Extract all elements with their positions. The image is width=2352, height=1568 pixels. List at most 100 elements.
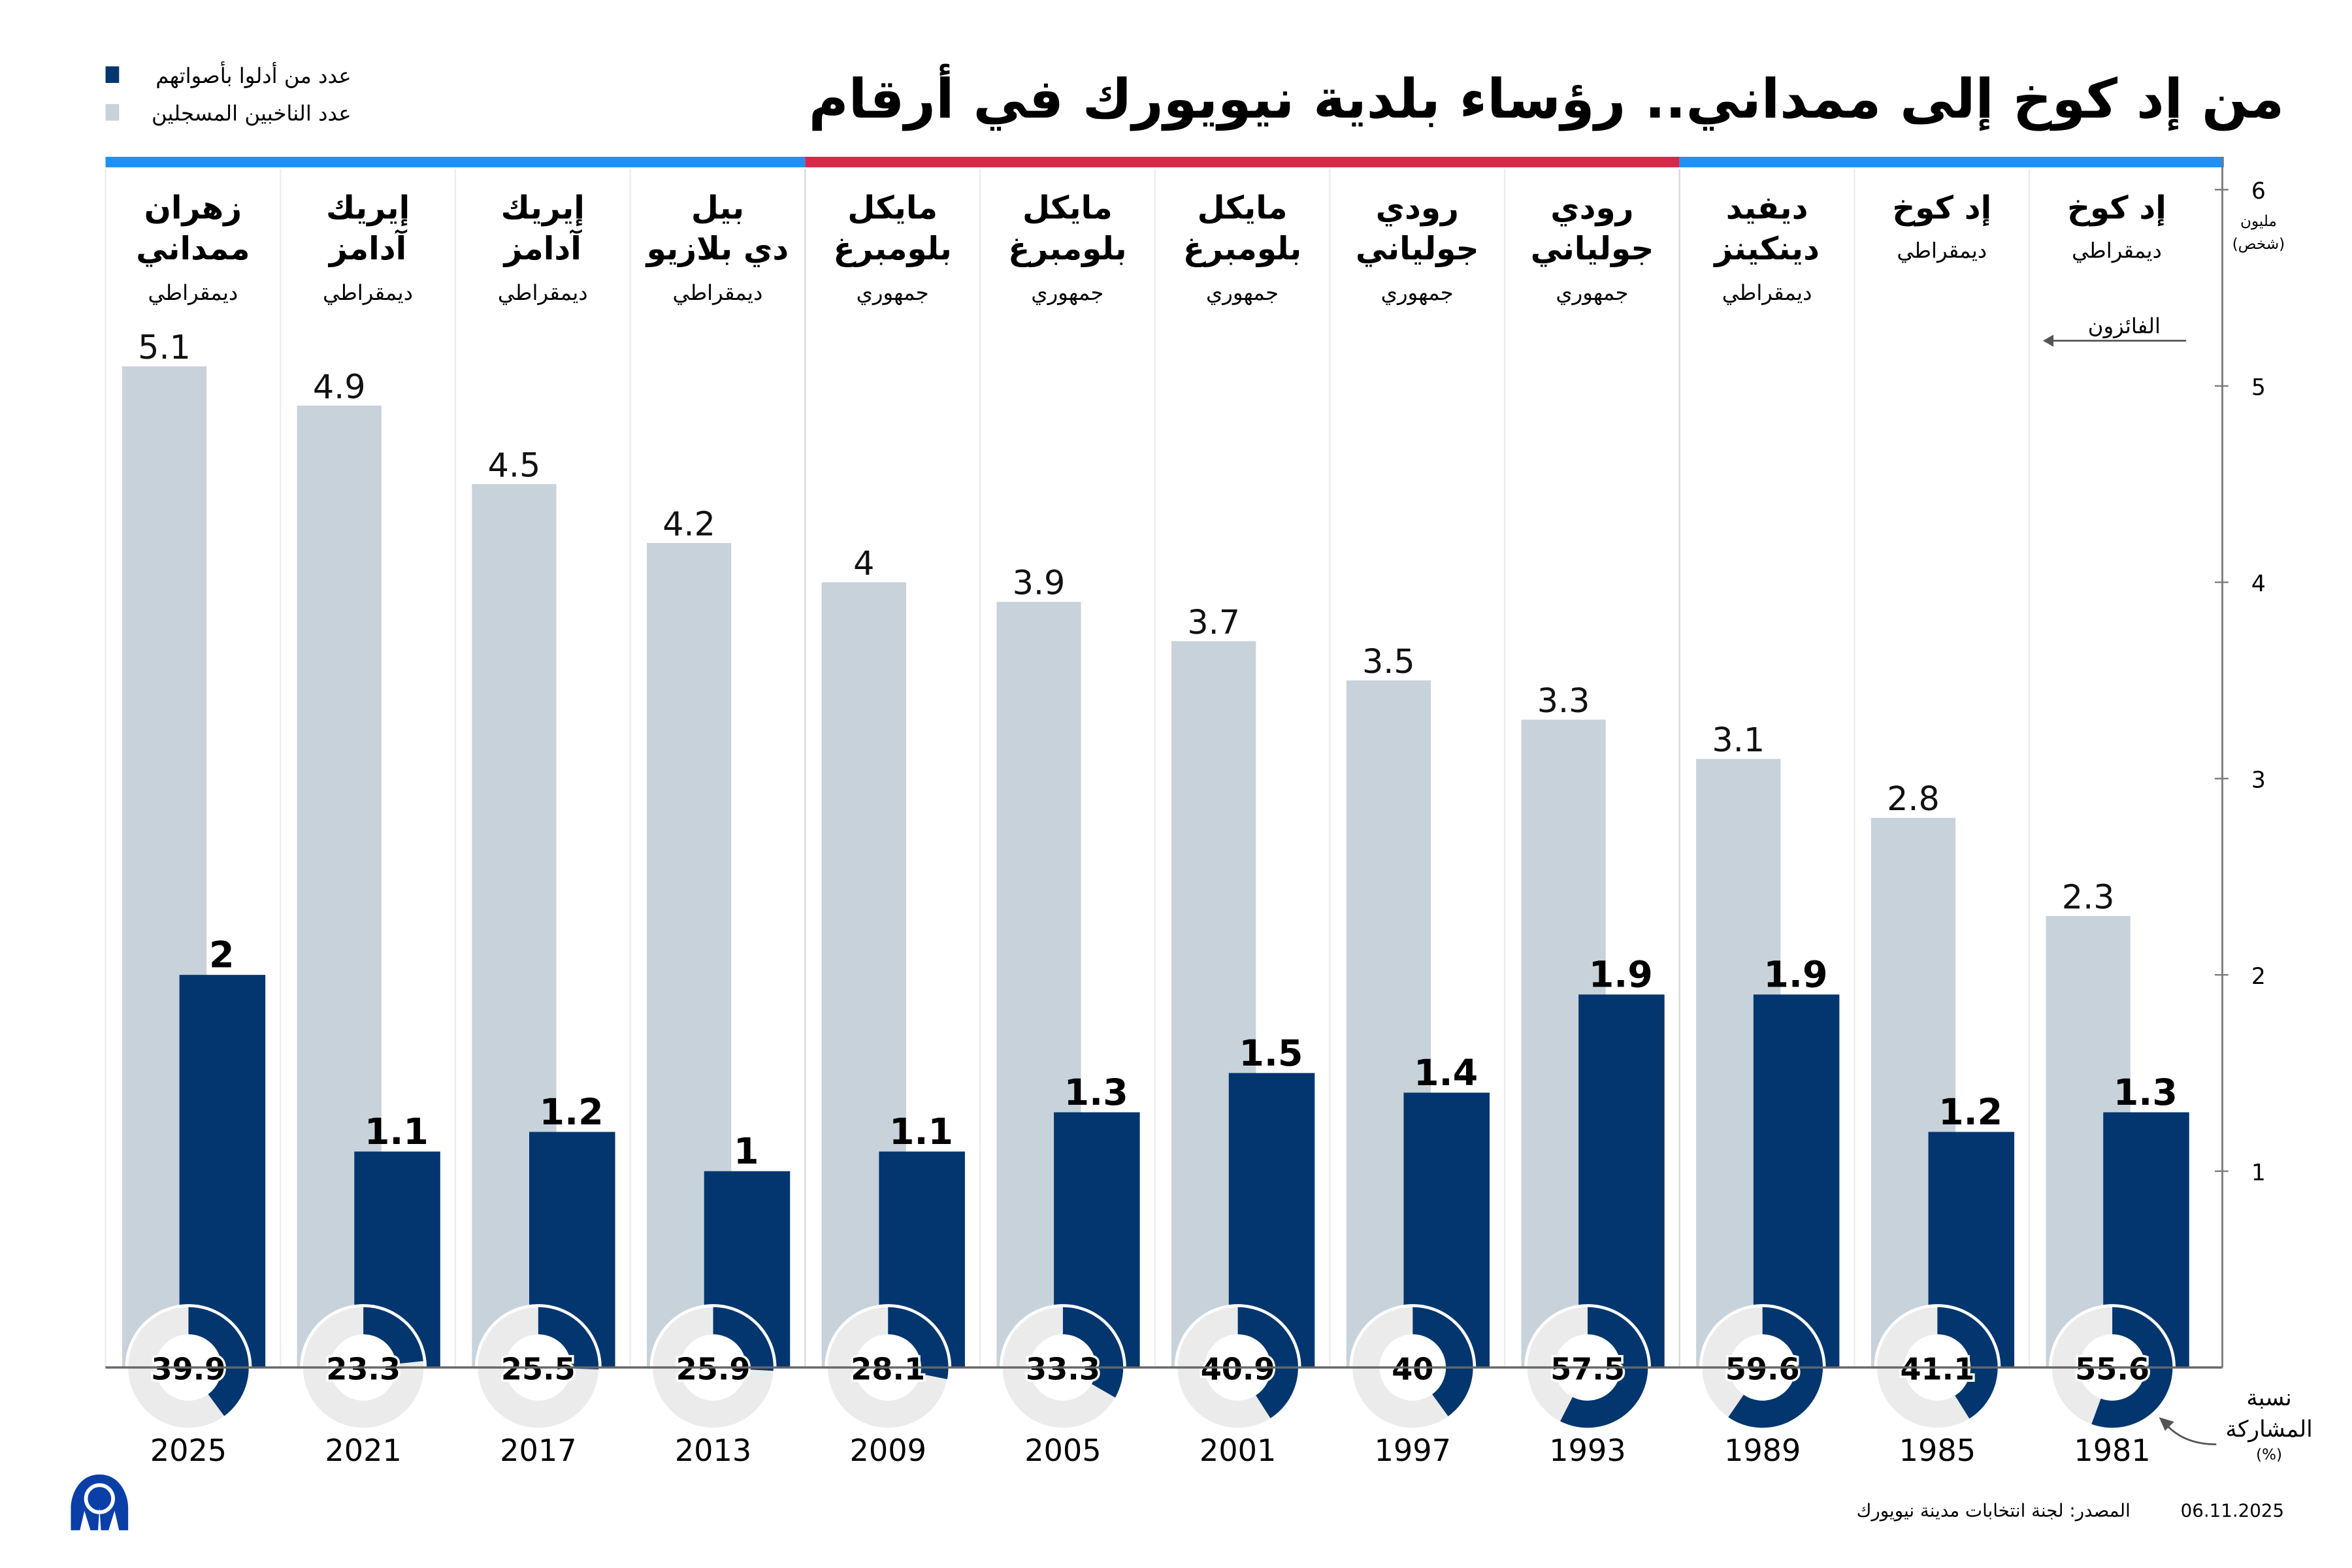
mayor-name: بيل — [691, 190, 744, 227]
y-axis: 1 2 3 4 5 6 — [2214, 156, 2266, 1368]
label-registered: 2.3 — [2062, 877, 2115, 916]
label-registered: 3.5 — [1362, 642, 1415, 681]
turnout-value: 25.5 — [501, 1352, 576, 1387]
column-1989: ديفيد دينكينز ديمقراطي 3.1 1.9 59.6 1989 — [1678, 169, 1840, 1468]
band-republican — [805, 157, 1680, 168]
mayor-party: جمهوري — [857, 280, 929, 305]
mayor-name: بلومبرغ — [833, 231, 951, 267]
mayor-name: مايكل — [1022, 190, 1113, 227]
turnout-value: 57.5 — [1550, 1352, 1625, 1387]
label-voted: 1.1 — [889, 1111, 953, 1153]
label-registered: 3.7 — [1187, 603, 1240, 642]
turnout-label-line2: المشاركة — [2225, 1416, 2312, 1443]
mayor-name: جولياني — [1356, 231, 1479, 267]
mayor-name: إيريك — [326, 190, 410, 227]
column-1981: إد كوخ ديمقراطي 2.3 1.3 55.6 1981 — [2028, 169, 2189, 1468]
mayor-party: ديمقراطي — [1897, 238, 1987, 263]
label-voted: 2 — [209, 935, 235, 977]
legend: عدد من أدلوا بأصواتهم عدد الناخبين المسج… — [105, 61, 351, 126]
mayor-name: زهران — [144, 190, 242, 227]
mayor-party: ديمقراطي — [1722, 280, 1812, 305]
legend-swatch-voted — [105, 66, 120, 83]
label-voted: 1.9 — [1763, 955, 1827, 996]
y-tick-label: 2 — [2251, 964, 2266, 990]
y-tick-label: 3 — [2251, 768, 2266, 794]
mayor-name: دي بلازيو — [645, 231, 789, 267]
legend-label-voted: عدد من أدلوا بأصواتهم — [155, 61, 351, 88]
year-label: 1997 — [1375, 1433, 1451, 1468]
band-democrat — [1679, 157, 2224, 168]
turnout-arrowhead-icon — [2159, 1417, 2174, 1431]
year-label: 1981 — [2074, 1433, 2150, 1468]
mayor-name: آدامز — [327, 229, 408, 267]
legend-label-registered: عدد الناخبين المسجلين — [152, 101, 351, 126]
mayor-party: ديمقراطي — [2072, 238, 2162, 263]
donut-turnout-arc — [188, 1307, 249, 1416]
donut-turnout-arc — [1937, 1307, 1998, 1419]
label-registered: 4.2 — [662, 505, 715, 544]
mayor-party: ديمقراطي — [323, 280, 413, 305]
column-2001: مايكل بلومبرغ جمهوري 3.7 1.5 40.9 2001 — [1154, 169, 1315, 1468]
winners-annotation: الفائزون — [2042, 314, 2187, 347]
donut-turnout-arc — [713, 1307, 774, 1371]
donut-turnout-arc — [2091, 1307, 2173, 1428]
label-registered: 3.3 — [1537, 681, 1590, 720]
y-tick-label: 1 — [2251, 1160, 2266, 1186]
year-label: 1989 — [1724, 1433, 1801, 1468]
mayor-name: ديفيد — [1726, 190, 1808, 227]
mayor-name: مايكل — [1198, 190, 1288, 227]
turnout-label-line1: نسبة — [2246, 1385, 2292, 1411]
year-label: 2005 — [1024, 1433, 1101, 1468]
label-registered: 3.1 — [1712, 721, 1765, 759]
columns: زهرانممدانيديمقراطي5.1239.92025إيريكآدام… — [105, 169, 2223, 1468]
axis-unit-line1: مليون — [2240, 213, 2277, 230]
year-label: 2021 — [325, 1433, 401, 1468]
label-registered: 4.5 — [488, 446, 541, 484]
mayor-party: جمهوري — [1206, 280, 1279, 305]
label-registered: 3.9 — [1013, 564, 1066, 602]
mayor-name: رودي — [1376, 190, 1459, 227]
donut-turnout-arc — [363, 1307, 423, 1364]
winners-arrow-icon — [2042, 335, 2054, 347]
mayor-name: إيريك — [501, 190, 585, 227]
label-voted: 1.1 — [365, 1111, 429, 1153]
date-text: 06.11.2025 — [2181, 1500, 2285, 1522]
turnout-value: 59.6 — [1725, 1352, 1800, 1387]
year-label: 1985 — [1899, 1433, 1976, 1468]
label-registered: 5.1 — [138, 328, 191, 367]
mayor-party: ديمقراطي — [673, 280, 763, 305]
label-voted: 1.9 — [1589, 955, 1653, 996]
axis-unit-line2: (شخص) — [2232, 236, 2285, 253]
party-bands — [105, 157, 2224, 168]
column-2025: زهران ممداني ديمقراطي 5.1 2 39.9 2025 — [105, 169, 266, 1468]
turnout-label-line3: (%) — [2256, 1446, 2282, 1463]
aa-logo-ring — [84, 1483, 115, 1514]
donut-turnout-arc — [538, 1307, 599, 1369]
label-voted: 1.2 — [1938, 1092, 2002, 1134]
label-voted: 1.5 — [1239, 1033, 1303, 1075]
label-voted: 1 — [734, 1131, 759, 1173]
source-text: المصدر: لجنة انتخابات مدينة نيويورك — [1857, 1500, 2131, 1522]
mayor-name: دينكينز — [1712, 231, 1820, 267]
legend-swatch-registered — [105, 104, 120, 121]
bar-voted — [179, 975, 266, 1368]
mayor-party: جمهوري — [1381, 280, 1454, 305]
y-tick-label: 6 — [2251, 178, 2266, 204]
turnout-arrow-icon — [2164, 1422, 2217, 1446]
mayor-name: بلومبرغ — [1008, 231, 1126, 267]
turnout-value: 40 — [1392, 1352, 1433, 1387]
aa-logo — [71, 1474, 129, 1531]
turnout-value: 41.1 — [1900, 1352, 1974, 1387]
year-label: 2017 — [500, 1433, 576, 1468]
mayor-name: بلومبرغ — [1183, 231, 1301, 267]
year-label: 2009 — [850, 1433, 926, 1468]
donut-turnout-arc — [1237, 1307, 1298, 1418]
mayor-name: رودي — [1550, 190, 1633, 227]
axis-unit: مليون (شخص) — [2232, 213, 2285, 253]
label-voted: 1.3 — [2114, 1072, 2178, 1114]
band-democrat — [105, 157, 806, 168]
mayor-name: آدامز — [502, 229, 583, 267]
mayor-name: جولياني — [1531, 231, 1654, 267]
